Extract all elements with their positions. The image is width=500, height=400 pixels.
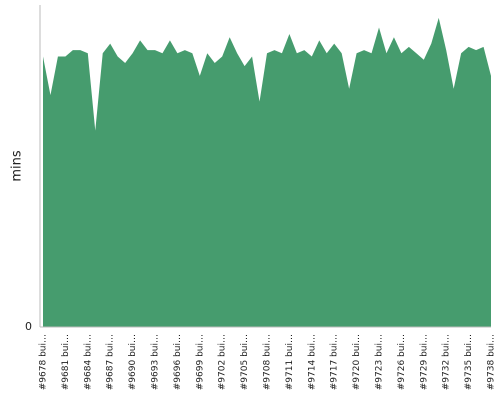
x-tick-label: #9702 bui…: [218, 334, 228, 390]
x-tick-label: #9735 bui…: [464, 334, 474, 390]
x-tick-label: #9720 bui…: [352, 334, 362, 390]
x-tick-label: #9711 bui…: [285, 334, 295, 390]
x-tick-label: #9690 bui…: [128, 334, 138, 390]
x-tick-label: #9699 bui…: [195, 334, 205, 390]
x-tick-label: #9729 bui…: [419, 334, 429, 390]
x-tick-label: #9681 bui…: [61, 334, 71, 390]
x-tick-label: #9723 bui…: [375, 334, 385, 390]
x-tick-label: #9726 bui…: [397, 334, 407, 390]
x-tick-label: #9684 bui…: [83, 334, 93, 390]
x-tick-label: #9717 bui…: [330, 334, 340, 390]
y-tick-label: 0: [25, 320, 32, 333]
x-tick-label: #9687 bui…: [106, 334, 116, 390]
x-tick-label: #9714 bui…: [307, 334, 317, 390]
x-tick-label: #9678 bui…: [39, 334, 49, 390]
x-tick-label: #9738 bui…: [487, 334, 497, 390]
x-tick-label: #9696 bui…: [173, 334, 183, 390]
y-axis-label: mins: [10, 150, 25, 182]
x-tick-label: #9708 bui…: [263, 334, 273, 390]
x-tick-label: #9693 bui…: [151, 334, 161, 390]
area: [43, 17, 491, 327]
x-tick-label: #9732 bui…: [442, 334, 452, 390]
x-tick-label: #9705 bui…: [240, 334, 250, 390]
